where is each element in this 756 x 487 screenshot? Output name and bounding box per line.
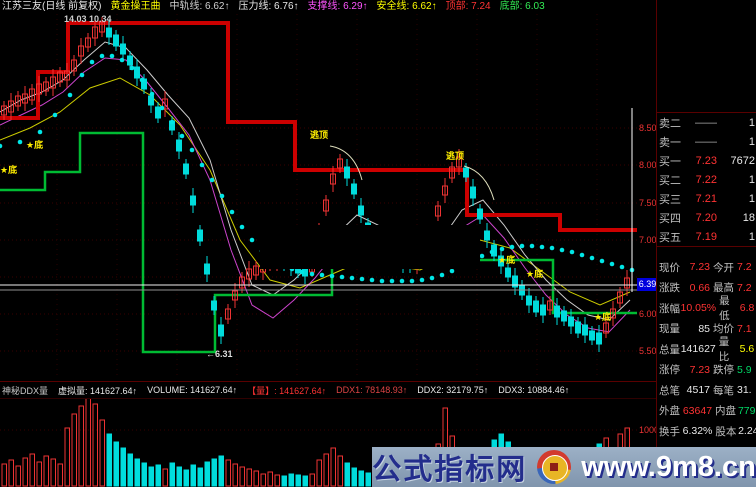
topbar-item-0: 江苏三友(日线 前复权) (2, 1, 102, 12)
stock-info-rows: 现价 7.23 今开 7.2 涨跌 0.66 最高 7.2 涨幅 10.05% 最低 6.8 现量 85 均… (657, 257, 756, 442)
topbar-item-4: 支撑线: 6.29↑ (307, 1, 368, 12)
stock-info-row[interactable]: 总笔 4517 每笔 31. (659, 384, 752, 397)
chart-annotation: 逃顶 (446, 151, 465, 161)
order-book-rows: 卖二 —— 1 卖一 —— 1 买一 7.23 7672 买二 7.22 1 买三 7.21 1 买四 7.20… (657, 113, 756, 246)
topbar-item-2: 中轨线: 6.62↑ (169, 1, 230, 12)
top-info-bar: 江苏三友(日线 前复权) 黄金操王曲 中轨线: 6.62↑ 压力线: 6.76↑ 支撑线… (0, 0, 756, 14)
topbar-item-3: 压力线: 6.76↑ (238, 1, 299, 12)
stock-info-row[interactable]: 换手 6.32% 股本 2.24 (659, 425, 756, 438)
axis-label: 7.00 (639, 235, 657, 245)
stock-info-row[interactable]: 总量 141627 量比 5.6 (659, 336, 755, 364)
quote-panel: 卖二 —— 1 卖一 —— 1 买一 7.23 7672 买二 7.22 1 买三 7.21 1 买四 7.20… (656, 0, 756, 487)
banner-site-name: 公式指标网 (372, 454, 528, 486)
chart-annotation: ★底 (594, 312, 612, 322)
chart-annotation: ★底 (26, 140, 44, 150)
axis-label: 10000 (639, 425, 665, 435)
chart-annotation: ★底 (0, 165, 18, 175)
indicator-item-2: VOLUME: 141627.64↑ (147, 385, 238, 395)
order-book-row[interactable]: 买五 7.19 1 (659, 230, 755, 244)
divider (657, 112, 756, 113)
topbar-item-1: 黄金操王曲 (110, 1, 161, 12)
quote-panel-spacer (657, 0, 756, 112)
topbar-item-6: 顶部: 7.24 (445, 1, 491, 12)
axis-label: 8.50 (639, 123, 657, 133)
indicator-item-6: DDX3: 10884.46↑ (498, 385, 570, 395)
topbar-item-5: 安全线: 6.62↑ (376, 1, 437, 12)
axis-label: 5.50 (639, 346, 657, 356)
gap (657, 247, 756, 257)
indicator-item-1: 虚拟量: 141627.64↑ (58, 385, 138, 396)
banner-url: www.9m8.cn (581, 450, 756, 483)
current-value-badge: 6.39 (637, 278, 658, 291)
coin-logo-icon (537, 450, 572, 484)
chart-annotation: ★底 (526, 269, 544, 279)
chart-annotation: 逃顶 (310, 130, 329, 140)
order-book-row[interactable]: 买四 7.20 18 (659, 211, 755, 225)
indicator-header-bar[interactable]: 神秘DDX量 虚拟量: 141627.64↑ VOLUME: 141627.64↑ 【… (0, 381, 658, 399)
stock-info-row[interactable]: 现价 7.23 今开 7.2 (659, 261, 752, 274)
indicator-item-3: 【量】: 141627.64↑ (247, 385, 327, 396)
coin-hole (550, 463, 559, 471)
indicator-item-0: 神秘DDX量 (2, 385, 49, 396)
stock-info-row[interactable]: 外盘63647内盘7798 (659, 404, 756, 418)
order-book-row[interactable]: 买一 7.23 7672 (659, 154, 755, 168)
stock-info-row[interactable]: 现量 85 均价 7.1 (659, 322, 752, 336)
order-book-row[interactable]: 买二 7.22 1 (659, 173, 755, 187)
main-chart[interactable] (0, 0, 656, 487)
stock-info-row[interactable]: 涨停 7.23 跌停 5.9 (659, 363, 752, 377)
indicator-item-5: DDX2: 32179.75↑ (417, 385, 489, 395)
chart-annotation: 14.03 10.34 (64, 14, 112, 24)
topbar-item-7: 底部: 6.03 (499, 1, 545, 12)
axis-label: 6.00 (639, 309, 657, 319)
order-book-row[interactable]: 卖二 —— 1 (659, 116, 755, 130)
stock-info-row[interactable]: 涨跌 0.66 最高 7.2 (659, 281, 752, 295)
order-book-row[interactable]: 买三 7.21 1 (659, 192, 755, 206)
indicator-item-4: DDX1: 78148.93↑ (336, 385, 408, 395)
axis-label: 7.50 (639, 198, 657, 208)
order-book-row[interactable]: 卖一 —— 1 (659, 135, 755, 149)
divider (657, 246, 756, 247)
axis-label: 8.00 (639, 160, 657, 170)
chart-annotation: ★底 (498, 255, 516, 265)
stock-info-row[interactable]: 涨幅 10.05% 最低 6.8 (659, 295, 755, 323)
chart-annotation: ←6.31 (206, 349, 233, 359)
watermark-banner[interactable]: 公式指标网 www.9m8.cn (372, 447, 756, 487)
